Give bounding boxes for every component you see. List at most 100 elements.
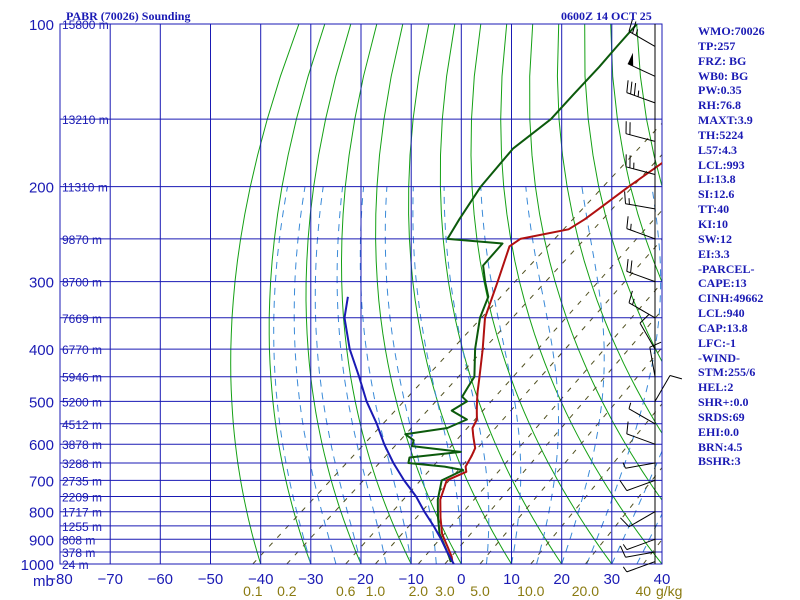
index-entry: MAXT:3.9	[698, 113, 753, 128]
mixing-ratio-label: 1.0	[366, 583, 386, 599]
dry-adiabat-line	[375, 24, 462, 564]
index-entry: STM:255/6	[698, 365, 756, 380]
temperature-tick-label: 10	[503, 571, 520, 588]
height-label: 1255 m	[62, 520, 102, 534]
temperature-tick-label: −10	[398, 571, 423, 588]
height-label: 808 m	[62, 533, 95, 547]
pressure-tick-label: 600	[29, 437, 54, 454]
dry-adiabat-line	[584, 24, 662, 363]
index-entry: CAPE:13	[698, 276, 747, 291]
wind-barb-feather	[626, 259, 629, 272]
wind-barb	[625, 154, 656, 175]
index-entry: FRZ: BG	[698, 53, 747, 68]
wind-barbs	[619, 19, 683, 573]
mixing-ratio-label: 3.0	[435, 583, 455, 599]
wind-barb	[626, 80, 656, 104]
mixing-ratio-label: 0.2	[277, 583, 297, 599]
height-label: 8700 m	[62, 276, 102, 290]
wind-barb	[619, 479, 656, 492]
wind-barb	[626, 216, 656, 240]
index-entry: EI:3.3	[698, 246, 730, 261]
height-label: 7669 m	[62, 312, 102, 326]
chart-title: PABR (70026) Sounding	[66, 9, 190, 23]
pressure-tick-label: 500	[29, 394, 54, 411]
index-entry: LCL:940	[698, 306, 745, 321]
wind-barb	[627, 52, 656, 77]
wind-barb-shaft	[649, 347, 656, 377]
index-entry: LFC:-1	[698, 335, 736, 350]
temperature-tick-label: −60	[148, 571, 173, 588]
moist-adiabat-line	[293, 186, 337, 564]
index-entry: TH:5224	[698, 127, 744, 142]
temperature-tick-label: 30	[603, 571, 620, 588]
wind-barb-shaft	[627, 63, 656, 77]
index-entry: -WIND-	[698, 350, 740, 365]
wind-barb-shaft	[625, 166, 656, 175]
temperature-tick-label: −80	[47, 571, 72, 588]
wind-barb-feather	[632, 21, 637, 34]
wind-barb-half-feather	[637, 90, 640, 97]
index-entry: HEL:2	[698, 380, 734, 395]
wind-barb-half-feather	[622, 544, 628, 550]
temperature-tick-label: −50	[198, 571, 223, 588]
wind-barb-shaft	[626, 92, 656, 104]
mixing-ratio-label: 40	[636, 583, 652, 599]
mixing-ratio-line	[252, 122, 662, 564]
index-entry: TT:40	[698, 202, 730, 217]
height-label: 3878 m	[62, 438, 102, 452]
index-entry: L57:4.3	[698, 142, 737, 157]
wind-barb-shaft	[625, 462, 656, 469]
wind-barb	[654, 375, 683, 402]
pressure-tick-label: 700	[29, 473, 54, 490]
index-entry: EHI:0.0	[698, 424, 740, 439]
wind-barb-half-feather	[635, 29, 639, 36]
temperature-tick-label: 0	[457, 571, 465, 588]
index-entry: SHR+:0.0	[698, 395, 749, 410]
temperature-tick-label: 20	[553, 571, 570, 588]
index-entry: RH:76.8	[698, 98, 741, 113]
dry-adiabat-line	[556, 24, 662, 435]
wind-barb-shaft	[625, 133, 656, 142]
dry-adiabat-line	[470, 24, 613, 564]
index-entry: -PARCEL-	[698, 261, 755, 276]
index-entry: BSHR:3	[698, 454, 741, 469]
index-entry: SI:12.6	[698, 187, 735, 202]
wind-barb-feather	[624, 191, 626, 204]
dry-adiabat-line	[340, 24, 412, 564]
wind-barb-feather	[630, 260, 633, 273]
index-entry: WB0: BG	[698, 68, 749, 83]
height-label: 5946 m	[62, 371, 102, 385]
mixing-ratio-label: 10.0	[517, 583, 544, 599]
temperature-tick-label: −30	[298, 571, 323, 588]
temperature-profile-line	[439, 161, 662, 563]
wind-barb-shaft	[626, 270, 656, 283]
wind-barb-half-feather	[630, 223, 632, 231]
wind-barb-feather	[649, 341, 662, 348]
height-label: 2209 m	[62, 491, 102, 505]
height-label: 3288 m	[62, 457, 102, 471]
moist-adiabat-line	[525, 186, 559, 564]
wind-barb-half-feather	[622, 462, 626, 469]
dry-adiabat-line	[610, 24, 662, 284]
grid	[59, 23, 663, 565]
dry-adiabat-line	[529, 24, 662, 501]
wind-barb	[622, 538, 656, 551]
temperature-tick-label: −40	[248, 571, 273, 588]
height-label: 15800 m	[62, 18, 109, 32]
dry-adiabat-line	[305, 24, 362, 564]
wind-barb-shaft	[626, 433, 656, 445]
temperature-tick-label: −20	[348, 571, 373, 588]
wind-barb	[628, 19, 656, 47]
mixing-ratio-label: 20.0	[572, 583, 599, 599]
height-label: 24 m	[62, 558, 89, 572]
wind-barb	[649, 341, 662, 377]
wind-barb	[628, 402, 656, 425]
index-entry: SW:12	[698, 231, 733, 246]
dry-adiabat-line	[268, 24, 326, 564]
dewpoint-profile-line	[404, 24, 638, 563]
temperature-tick-label: 40	[654, 571, 671, 588]
wind-barb-feather	[626, 216, 629, 229]
wind-barb-shaft	[625, 551, 656, 558]
wind-barb	[619, 545, 656, 558]
